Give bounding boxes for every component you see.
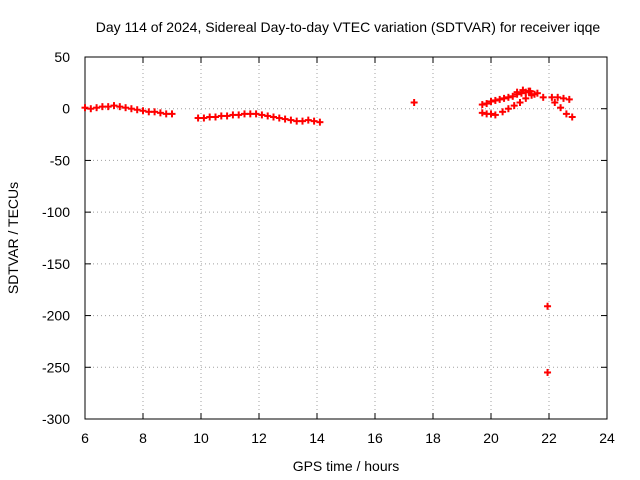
data-point: [281, 115, 289, 123]
data-point: [519, 86, 527, 94]
data-point: [110, 102, 118, 110]
data-point: [304, 116, 312, 124]
data-point: [168, 110, 176, 118]
data-point: [522, 94, 530, 102]
data-point: [316, 118, 324, 126]
y-tick-label: 50: [54, 49, 70, 65]
y-tick-label: -150: [42, 256, 70, 272]
data-point: [275, 114, 283, 122]
data-point: [116, 103, 124, 111]
data-point: [544, 302, 552, 310]
y-axis-label: SDTVAR / TECUs: [5, 182, 21, 294]
data-point: [478, 109, 486, 117]
x-axis-label: GPS time / hours: [293, 458, 400, 474]
data-point: [81, 104, 89, 112]
data-point: [310, 117, 318, 125]
data-point: [544, 368, 552, 376]
data-point: [531, 90, 538, 98]
data-point: [551, 99, 559, 107]
grid-lines: [85, 57, 607, 419]
data-point: [504, 105, 512, 113]
data-point: [496, 95, 504, 103]
data-point: [139, 107, 147, 115]
data-point: [483, 100, 491, 108]
data-point: [516, 99, 524, 107]
data-point: [565, 95, 573, 103]
data-point: [499, 108, 507, 116]
y-tick-label: 0: [62, 101, 70, 117]
x-tick-label: 10: [193, 430, 209, 446]
y-tick-label: -300: [42, 411, 70, 427]
data-point: [525, 87, 533, 95]
axis-ticks: [84, 56, 608, 420]
data-point: [200, 114, 208, 122]
data-point: [568, 113, 576, 121]
data-point: [410, 99, 418, 107]
data-point: [504, 93, 512, 101]
x-tick-label: 6: [81, 430, 89, 446]
data-point: [539, 93, 547, 101]
y-tick-label: -250: [42, 359, 70, 375]
data-point: [235, 111, 243, 119]
data-point: [500, 94, 508, 102]
data-point: [491, 96, 499, 104]
x-tick-label: 12: [251, 430, 267, 446]
data-point: [510, 102, 518, 110]
y-tick-label: -100: [42, 204, 70, 220]
x-tick-label: 20: [483, 430, 499, 446]
data-point: [151, 108, 159, 116]
data-point: [487, 110, 495, 118]
plot-frame: [84, 56, 608, 420]
data-point: [560, 94, 567, 102]
data-point: [156, 109, 164, 117]
data-points: [81, 86, 576, 376]
chart-title: Day 114 of 2024, Sidereal Day-to-day VTE…: [96, 19, 601, 35]
data-point: [513, 88, 521, 96]
data-point: [299, 117, 306, 125]
data-point: [212, 113, 219, 121]
x-tick-label: 22: [541, 430, 557, 446]
data-point: [252, 110, 260, 118]
data-point: [491, 111, 499, 119]
data-point: [287, 116, 295, 124]
data-point: [264, 112, 272, 120]
data-point: [509, 92, 517, 100]
data-point: [93, 104, 101, 112]
data-point: [554, 93, 562, 101]
x-tick-label: 8: [139, 430, 147, 446]
data-point: [487, 97, 495, 105]
x-tick-label: 14: [309, 430, 325, 446]
data-point: [223, 112, 231, 120]
axis-tick-labels: 6 8 10 12 14 16 18 20 22 24 50 0 -50 -100 -150 -200 -250…: [42, 49, 615, 446]
x-tick-label: 18: [425, 430, 441, 446]
data-point: [258, 111, 266, 119]
y-tick-label: -50: [50, 152, 70, 168]
data-point: [478, 101, 486, 109]
data-point: [270, 113, 277, 121]
x-tick-label: 16: [367, 430, 383, 446]
data-point: [127, 105, 135, 113]
data-point: [87, 105, 95, 113]
data-point: [562, 110, 570, 118]
y-tick-label: -200: [42, 308, 70, 324]
data-point: [557, 104, 565, 112]
data-point: [133, 106, 141, 114]
data-point: [104, 103, 112, 111]
data-point: [122, 104, 130, 112]
x-tick-label: 24: [599, 430, 615, 446]
